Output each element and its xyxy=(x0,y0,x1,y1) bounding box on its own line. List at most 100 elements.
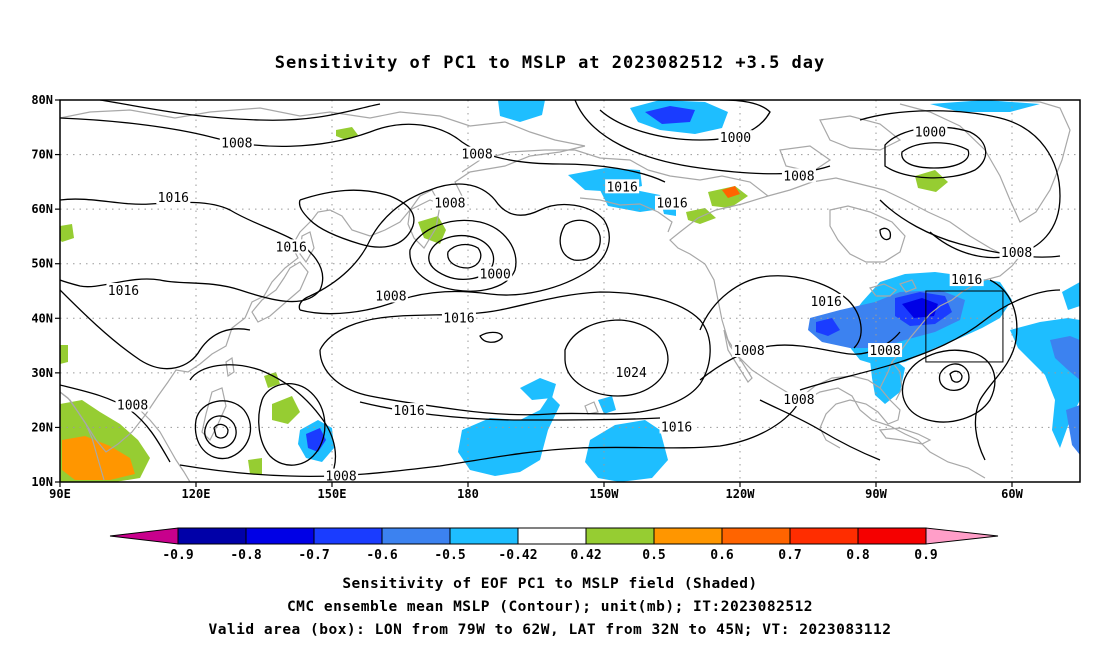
shade-blue-arctic-4 xyxy=(930,100,1040,112)
contour-label-bg xyxy=(373,288,408,303)
contour-label-bg xyxy=(106,283,141,297)
coast-hudson-bay xyxy=(829,205,906,263)
footer-line-3: Valid area (box): LON from 79W to 62W, L… xyxy=(208,622,891,638)
shade-green-wpac-3 xyxy=(248,458,262,474)
shade-green-wpac-2 xyxy=(264,372,280,388)
coast-arctic-islands xyxy=(779,115,902,173)
shade-green-kamchatka xyxy=(418,216,446,244)
colorbar-swatch xyxy=(721,527,791,545)
contour-1016-atl xyxy=(799,289,1061,391)
coast-baja xyxy=(723,329,753,383)
lon-tick-label: 90E xyxy=(49,487,71,501)
colorbar-swatch xyxy=(653,527,723,545)
lon-tick-label: 120E xyxy=(182,487,211,501)
contour-label: 1016 xyxy=(810,295,841,310)
contour-label: 1008 xyxy=(221,137,252,152)
contour-wpac-low-3 xyxy=(213,423,229,439)
contour-atl-outer xyxy=(901,349,996,423)
colorbar-swatch xyxy=(381,527,451,545)
coast-arctic-asia xyxy=(60,107,586,147)
contour-label: 1016 xyxy=(606,180,637,195)
colorbar-label: 0.8 xyxy=(846,548,870,563)
colorbar: -0.9 -0.8 -0.7 -0.6 -0.5 -0.42 0.42 0.5 0.6 0.7 0.… xyxy=(109,527,999,563)
colorbar-label: -0.9 xyxy=(162,548,193,563)
contour-label-bg xyxy=(868,343,903,358)
coast-indian xyxy=(60,391,105,481)
lat-tick-label: 50N xyxy=(31,257,53,271)
colorbar-swatch xyxy=(585,527,655,545)
contour-label: 1024 xyxy=(616,366,647,381)
shade-blue-cpac-2 xyxy=(520,378,556,400)
coast-hawaii xyxy=(584,401,599,415)
coast-us-east xyxy=(891,255,1021,363)
contour-1008-south xyxy=(179,399,801,478)
map-title: Sensitivity of PC1 to MSLP at 2023082512… xyxy=(275,53,826,73)
contour-small-2 xyxy=(479,331,503,343)
contour-label-bg xyxy=(441,310,476,325)
contour-label-bg xyxy=(324,468,359,482)
contour-label-bg xyxy=(219,135,254,150)
contour-labels: 1008 1008 1000 1008 1000 1016 1016 1016 1008 1016… xyxy=(106,124,1034,482)
contour-label: 1016 xyxy=(661,420,692,435)
contour-984-pac-low xyxy=(447,243,482,269)
contour-1008-east xyxy=(859,110,1061,259)
coast-philippines xyxy=(201,387,227,442)
shade-orange-alaska xyxy=(722,186,740,198)
shade-blue-east-atlantic-2 xyxy=(1050,336,1080,380)
contour-label-bg xyxy=(809,293,844,308)
shade-blue-cpac-4 xyxy=(598,396,616,414)
contour-label-bg xyxy=(478,266,513,281)
coast-indochina xyxy=(139,409,191,482)
contour-label-bg xyxy=(605,179,640,194)
colorbar-label: -0.7 xyxy=(298,548,329,563)
contour-label: 1016 xyxy=(158,191,189,206)
lat-tick-label: 40N xyxy=(31,311,53,325)
contour-label: 1008 xyxy=(869,344,900,359)
shade-blue-cpac-3 xyxy=(585,420,668,482)
contour-label-bg xyxy=(460,146,495,161)
contour-wpac-tc xyxy=(258,383,326,466)
colorbar-swatch xyxy=(245,527,315,545)
lat-tick-label: 80N xyxy=(31,93,53,107)
contour-label: 1008 xyxy=(461,148,492,163)
lat-tick-label: 70N xyxy=(31,148,53,162)
contour-label-bg xyxy=(781,168,816,183)
shade-blue-atlantic-core xyxy=(902,298,938,318)
lon-tick-label: 180 xyxy=(457,487,479,501)
contour-label: 1016 xyxy=(951,273,982,288)
coast-japan xyxy=(251,261,309,323)
colorbar-swatch xyxy=(177,527,247,545)
lat-tick-label: 20N xyxy=(31,420,53,434)
contour-label-bg xyxy=(659,419,694,434)
lon-tick-label: 120W xyxy=(726,487,756,501)
contour-label: 1016 xyxy=(443,311,474,326)
colorbar-swatch xyxy=(313,527,383,545)
shade-orange-india xyxy=(62,436,135,480)
colorbar-swatch xyxy=(857,527,927,545)
coast-florida xyxy=(879,360,903,401)
coast-aleutians xyxy=(579,197,673,233)
graticule xyxy=(60,100,1080,482)
contour-label: 1008 xyxy=(117,399,148,414)
lon-tick-label: 60W xyxy=(1001,487,1023,501)
map-frame xyxy=(59,99,1081,483)
coast-great-lakes xyxy=(868,279,917,297)
contour-1016-siberia xyxy=(298,189,415,248)
contour-1008-atl-east xyxy=(974,279,1018,461)
contour-label-bg xyxy=(949,272,984,287)
contour-1008-north-asia xyxy=(60,117,666,183)
contour-label: 1016 xyxy=(393,404,424,419)
colorbar-swatch xyxy=(449,527,519,545)
shade-blue-alaska xyxy=(600,188,668,212)
contour-wpac-low-2 xyxy=(204,415,237,449)
contour-label-bg xyxy=(999,244,1034,259)
lat-tick-label: 10N xyxy=(31,475,53,489)
shade-blue-wpac-core xyxy=(306,428,326,452)
contour-label-bg xyxy=(913,124,948,139)
contour-label-bg xyxy=(718,130,753,145)
shade-green-india-2 xyxy=(60,345,68,364)
colorbar-swatch xyxy=(789,527,859,545)
contour-atl-high xyxy=(938,363,970,391)
